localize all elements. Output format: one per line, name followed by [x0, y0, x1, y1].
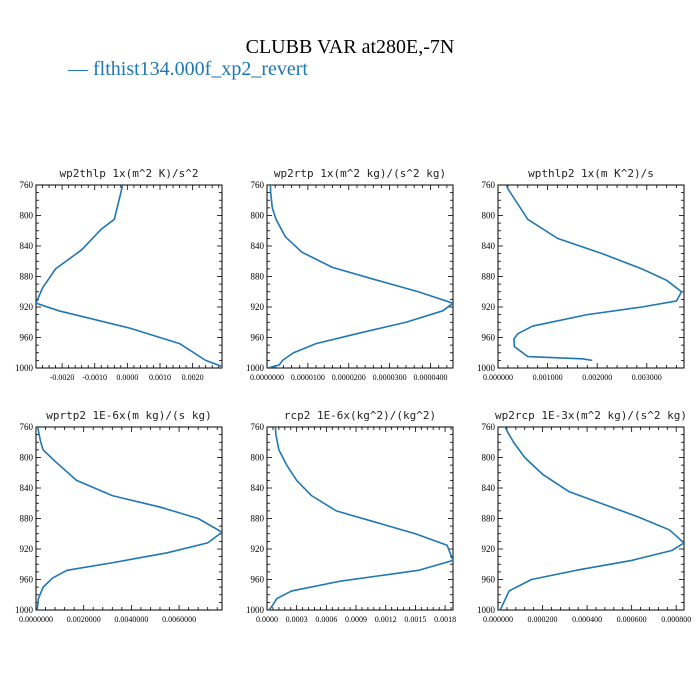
y-tick-label: 920: [482, 302, 496, 312]
series-line: [499, 427, 684, 610]
y-tick-label: 800: [20, 211, 34, 221]
x-tick-label: -0.0010: [82, 373, 107, 382]
y-tick-label: 760: [251, 180, 265, 190]
x-tick-label: 0.0006: [315, 615, 337, 624]
y-tick-label: 1000: [246, 605, 265, 615]
x-tick-label: 0.0000300: [373, 373, 407, 382]
y-tick-label: 1000: [477, 605, 496, 615]
panel-2: wp2rtp 1x(m^2 kg)/(s^2 kg) 760 800 840 880 92…: [246, 167, 454, 382]
x-tick-label: 0.0012: [375, 615, 397, 624]
x-tick-label: 0.0000000: [19, 615, 53, 624]
panel-4: wprtp2 1E-6x(m kg)/(s kg) 760 800 840 880 920…: [15, 409, 223, 624]
plot-frame: [266, 426, 454, 611]
y-tick-label: 800: [482, 211, 496, 221]
x-tick-label: -0.0020: [50, 373, 75, 382]
x-tick-label: 0.000000: [483, 615, 513, 624]
x-tick-label: 0.0060000: [162, 615, 196, 624]
y-tick-label: 800: [20, 453, 34, 463]
y-tick-label: 840: [20, 483, 34, 493]
y-tick-label: 1000: [15, 605, 34, 615]
y-tick-label: 840: [482, 241, 496, 251]
y-tick-label: 800: [482, 453, 496, 463]
series-line: [268, 427, 453, 610]
plot-frame: [497, 426, 685, 611]
y-tick-label: 960: [20, 333, 34, 343]
x-tick-label: 0.000800: [661, 615, 691, 624]
x-tick-label: 0.0000200: [332, 373, 366, 382]
y-tick-label: 880: [482, 272, 496, 282]
y-tick-label: 960: [20, 575, 34, 585]
x-tick-label: 0.000400: [572, 615, 602, 624]
y-tick-label: 1000: [477, 363, 496, 373]
y-tick-label: 840: [251, 483, 265, 493]
y-tick-label: 920: [251, 302, 265, 312]
y-tick-label: 1000: [246, 363, 265, 373]
x-tick-label: 0.0009: [345, 615, 367, 624]
x-tick-label: 0.002000: [582, 373, 612, 382]
plot-frame: [266, 184, 454, 369]
y-tick-label: 920: [482, 544, 496, 554]
y-tick-label: 960: [482, 333, 496, 343]
y-tick-label: 960: [251, 333, 265, 343]
x-tick-label: 0.0000400: [414, 373, 448, 382]
x-tick-label: 0.0000100: [291, 373, 325, 382]
series-line: [505, 185, 683, 362]
y-tick-label: 840: [20, 241, 34, 251]
x-tick-label: 0.0000000: [250, 373, 284, 382]
y-tick-label: 760: [482, 422, 496, 432]
y-tick-label: 880: [482, 514, 496, 524]
x-tick-label: 0.001000: [533, 373, 563, 382]
y-tick-label: 960: [251, 575, 265, 585]
y-tick-label: 760: [482, 180, 496, 190]
panel-3: wpthlp2 1x(m K^2)/s 760 800 840 880 920 960 100…: [477, 167, 685, 382]
x-tick-label: 0.0040000: [114, 615, 148, 624]
plot-frame: [35, 426, 223, 611]
y-tick-label: 760: [20, 180, 34, 190]
y-tick-label: 840: [251, 241, 265, 251]
x-tick-label: 0.0003: [286, 615, 308, 624]
x-tick-label: 0.0000: [116, 373, 138, 382]
x-tick-label: 0.0018: [434, 615, 456, 624]
series-line: [36, 185, 222, 368]
x-tick-label: 0.0020000: [67, 615, 101, 624]
y-tick-label: 800: [251, 453, 265, 463]
panel-title: wp2thlp 1x(m^2 K)/s^2: [59, 167, 198, 180]
x-tick-label: 0.0020: [182, 373, 204, 382]
panel-title: wprtp2 1E-6x(m kg)/(s kg): [46, 409, 212, 422]
y-tick-label: 880: [251, 272, 265, 282]
x-tick-label: 0.0010: [149, 373, 171, 382]
y-tick-label: 760: [251, 422, 265, 432]
y-tick-label: 960: [482, 575, 496, 585]
y-tick-label: 920: [20, 302, 34, 312]
plot-frame: [497, 184, 685, 369]
x-tick-label: 0.003000: [632, 373, 662, 382]
panel-6: wp2rcp 1E-3x(m^2 kg)/(s^2 kg)760 800 840 88…: [477, 409, 691, 624]
page-title: CLUBB VAR at280E,-7N: [245, 36, 455, 58]
x-tick-label: 0.000000: [483, 373, 513, 382]
panel-title: wp2rcp 1E-3x(m^2 kg)/(s^2 kg): [495, 409, 687, 422]
y-tick-label: 800: [251, 211, 265, 221]
y-tick-label: 840: [482, 483, 496, 493]
legend-entry: — flthist134.000f_xp2_revert: [68, 58, 308, 80]
panel-title: rcp2 1E-6x(kg^2)/(kg^2): [284, 409, 436, 422]
y-tick-label: 920: [20, 544, 34, 554]
series-line: [267, 185, 453, 368]
panel-1: wp2thlp 1x(m^2 K)/s^2 760 800 840 880 920 960 1…: [15, 167, 223, 382]
y-tick-label: 1000: [15, 363, 34, 373]
x-tick-label: 0.000200: [528, 615, 558, 624]
x-tick-label: 0.0015: [404, 615, 426, 624]
y-tick-label: 920: [251, 544, 265, 554]
y-tick-label: 880: [20, 272, 34, 282]
y-tick-label: 880: [20, 514, 34, 524]
x-tick-label: 0.0000: [256, 615, 278, 624]
panel-5: rcp2 1E-6x(kg^2)/(kg^2) 760 800 840 880 920 96…: [246, 409, 456, 624]
panel-title: wpthlp2 1x(m K^2)/s: [528, 167, 654, 180]
plot-frame: [35, 184, 223, 369]
x-tick-label: 0.000600: [617, 615, 647, 624]
series-line: [36, 427, 222, 610]
y-tick-label: 760: [20, 422, 34, 432]
y-tick-label: 880: [251, 514, 265, 524]
panel-title: wp2rtp 1x(m^2 kg)/(s^2 kg): [274, 167, 446, 180]
